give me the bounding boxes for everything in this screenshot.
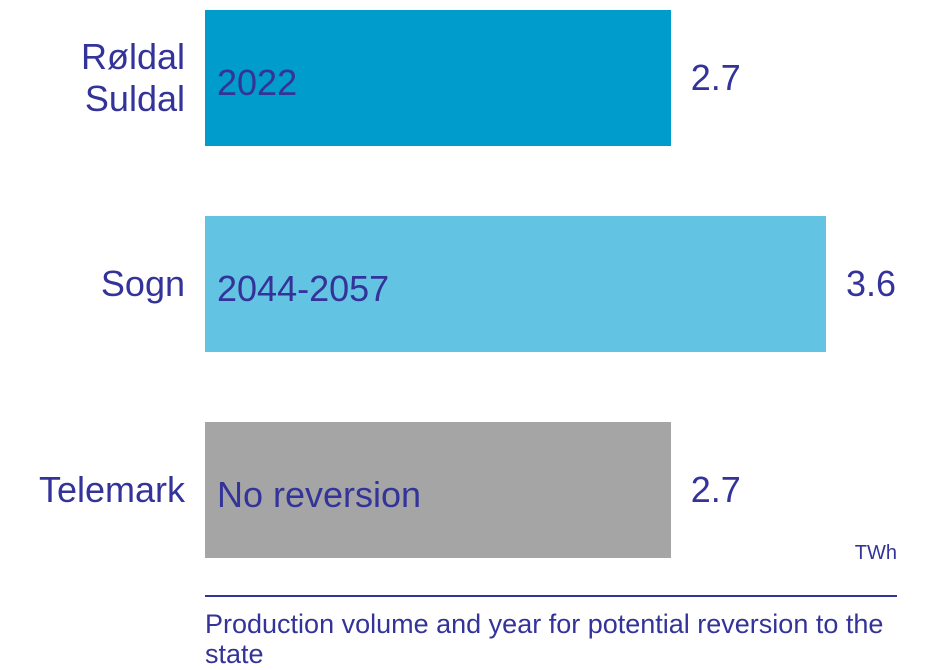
category-label: Telemark: [38, 469, 185, 510]
category-label: Sogn: [100, 263, 185, 304]
category-label: Røldal Suldal: [80, 36, 185, 119]
unit-label: TWh: [854, 542, 897, 564]
bar-label: No reversion: [217, 474, 422, 515]
bar-label: 2044-2057: [217, 268, 390, 309]
value-label: 2.7: [690, 57, 741, 98]
value-label: 3.6: [846, 263, 897, 304]
divider: [205, 595, 897, 597]
bar: [205, 10, 671, 146]
bar: [205, 422, 671, 558]
bar: [205, 216, 826, 352]
footnote: Production volume and year for potential…: [205, 609, 884, 669]
value-label: 2.7: [690, 469, 741, 510]
bar-label: 2022: [217, 62, 298, 103]
